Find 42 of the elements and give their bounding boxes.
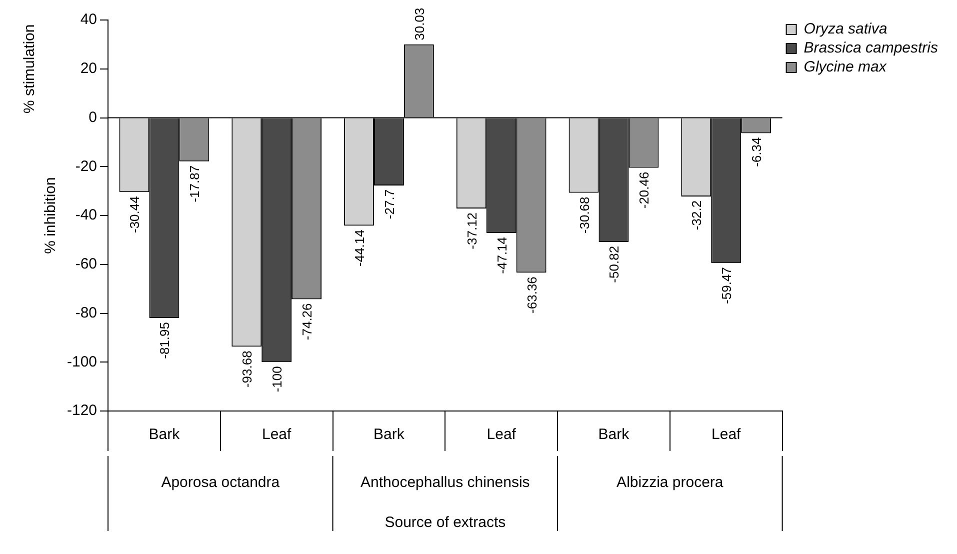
data-label: -37.12: [464, 212, 480, 250]
x-tick-label: Bark: [374, 426, 405, 444]
data-label: -30.44: [127, 196, 142, 234]
x-tick-label: Leaf: [712, 426, 742, 444]
x-axis-title: Source of extracts: [384, 514, 506, 532]
legend-label: Brassica campestris: [804, 40, 938, 57]
data-label: -63.36: [524, 276, 540, 314]
x-tick-label: Bark: [598, 426, 630, 444]
data-label: -50.82: [606, 246, 622, 283]
data-label: -74.26: [300, 303, 315, 340]
data-label: 30.03: [412, 8, 427, 40]
y-tick-label: -20: [75, 158, 98, 175]
data-label: -81.95: [157, 322, 172, 359]
text: Anthocephallus chinensis: [360, 474, 530, 492]
legend-label: Oryza sativa: [804, 20, 888, 38]
data-label: -59.47: [719, 267, 734, 304]
y-tick-label: -100: [66, 353, 98, 370]
y-tick-label: -120: [66, 402, 98, 420]
y-tick-label: 40: [80, 11, 98, 28]
y-axis-title: % inhibition: [42, 177, 60, 254]
x-tick-label: Leaf: [486, 426, 517, 444]
y-tick-label: 0: [88, 108, 98, 126]
data-label: -30.68: [576, 196, 592, 234]
text: Aporosa octandra: [161, 474, 280, 492]
legend-label: Glycine max: [804, 58, 887, 76]
data-label: -100: [270, 366, 285, 392]
data-label: -44.14: [352, 230, 368, 266]
y-tick-label: -60: [75, 256, 98, 273]
data-label: -47.14: [494, 236, 510, 274]
text: % stimulation: [21, 24, 38, 114]
x-tick-label: Bark: [148, 426, 180, 444]
data-label: -17.87: [187, 165, 202, 202]
data-label: -6.34: [749, 137, 764, 167]
data-label: -20.46: [636, 172, 652, 209]
x-tick-label: Leaf: [262, 426, 292, 444]
y-tick-label: -80: [75, 304, 98, 322]
y-tick-label: 20: [80, 60, 98, 78]
data-label: -32.2: [689, 200, 704, 230]
text: Albizzia procera: [616, 474, 724, 492]
data-label: -27.7: [382, 189, 397, 220]
y-tick-label: -40: [75, 206, 98, 224]
data-label: -93.68: [240, 350, 255, 388]
